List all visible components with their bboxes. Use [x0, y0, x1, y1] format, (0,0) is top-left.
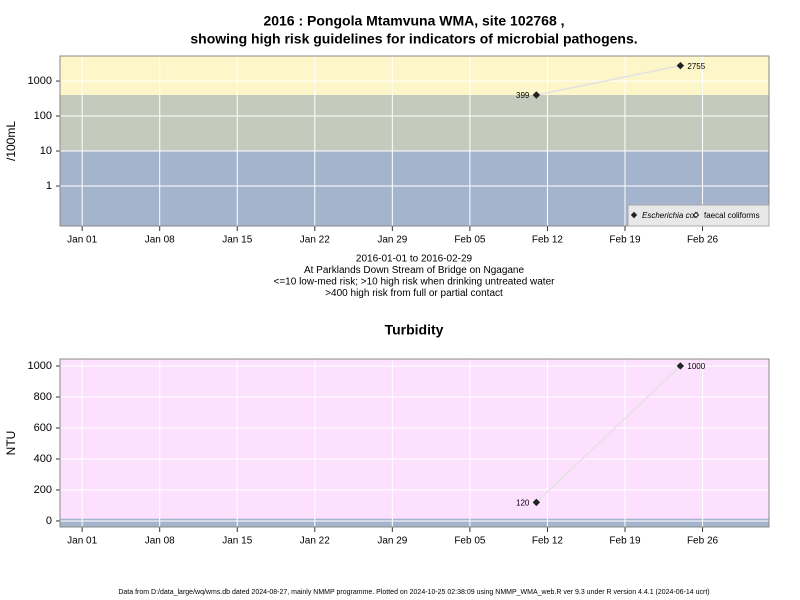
x-tick-label: Jan 08 [145, 235, 175, 246]
x-tick-label: Jan 22 [300, 536, 330, 547]
risk-band [60, 518, 769, 527]
series-line [535, 365, 681, 503]
x-tick-label: Feb 05 [454, 536, 486, 547]
data-point [676, 61, 685, 70]
risk-band [60, 359, 769, 519]
x-tick-label: Feb 05 [454, 235, 486, 246]
y-tick-label: 200 [34, 484, 52, 496]
legend-marker [692, 211, 700, 219]
x-tick-label: Feb 12 [532, 536, 564, 547]
x-tick-label: Feb 19 [609, 235, 641, 246]
x-tick-label: Feb 12 [532, 235, 564, 246]
x-tick-label: Feb 26 [687, 536, 719, 547]
y-tick-label: 800 [34, 391, 52, 403]
x-tick-label: Jan 22 [300, 235, 330, 246]
x-tick-label: Jan 29 [377, 536, 407, 547]
data-point [676, 362, 685, 370]
risk-band [60, 56, 769, 95]
value-label: 1000 [687, 362, 705, 371]
chart-title: 2016 : Pongola Mtamvuna WMA, site 102768… [263, 13, 564, 29]
x-tick-label: Feb 19 [609, 536, 641, 547]
legend-label: Escherichia coli [642, 211, 698, 220]
x-tick-label: Jan 29 [377, 235, 407, 246]
y-tick-label: 0 [46, 515, 52, 527]
footer: Data from D:/data_large/wq/wms.db dated … [118, 589, 709, 596]
data-point [532, 498, 541, 507]
chart-title: Turbidity [385, 322, 444, 338]
y-axis-label: NTU [4, 431, 18, 456]
x-tick-label: Jan 08 [145, 536, 175, 547]
y-tick-label: 600 [34, 422, 52, 434]
x-tick-label: Jan 01 [67, 235, 97, 246]
value-label: 120 [516, 498, 530, 507]
note: 2016-01-01 to 2016-02-29 [356, 254, 473, 265]
y-tick-label: 10 [40, 145, 52, 157]
value-label: 2755 [687, 62, 705, 71]
y-tick-label: 1000 [28, 75, 52, 87]
y-tick-label: 1000 [28, 360, 52, 372]
series-line [536, 64, 681, 96]
y-tick-label: 400 [34, 453, 52, 465]
y-tick-label: 1 [46, 180, 52, 192]
legend-label: faecal coliforms [704, 211, 760, 220]
y-axis-label: /100mL [4, 121, 18, 161]
x-tick-label: Feb 26 [687, 235, 719, 246]
y-tick-label: 100 [34, 110, 52, 122]
note: <=10 low-med risk; >10 high risk when dr… [274, 277, 556, 288]
x-tick-label: Jan 01 [67, 536, 97, 547]
data-point [532, 91, 541, 99]
x-tick-label: Jan 15 [222, 536, 252, 547]
note: >400 high risk from full or partial cont… [325, 288, 503, 299]
x-tick-label: Jan 15 [222, 235, 252, 246]
plot-frame [59, 358, 770, 528]
risk-band [60, 94, 769, 152]
plot-frame [59, 55, 770, 227]
legend-marker [630, 211, 638, 219]
chart-subtitle: showing high risk guidelines for indicat… [190, 31, 637, 47]
note: At Parklands Down Stream of Bridge on Ng… [304, 265, 525, 276]
value-label: 399 [516, 91, 530, 100]
